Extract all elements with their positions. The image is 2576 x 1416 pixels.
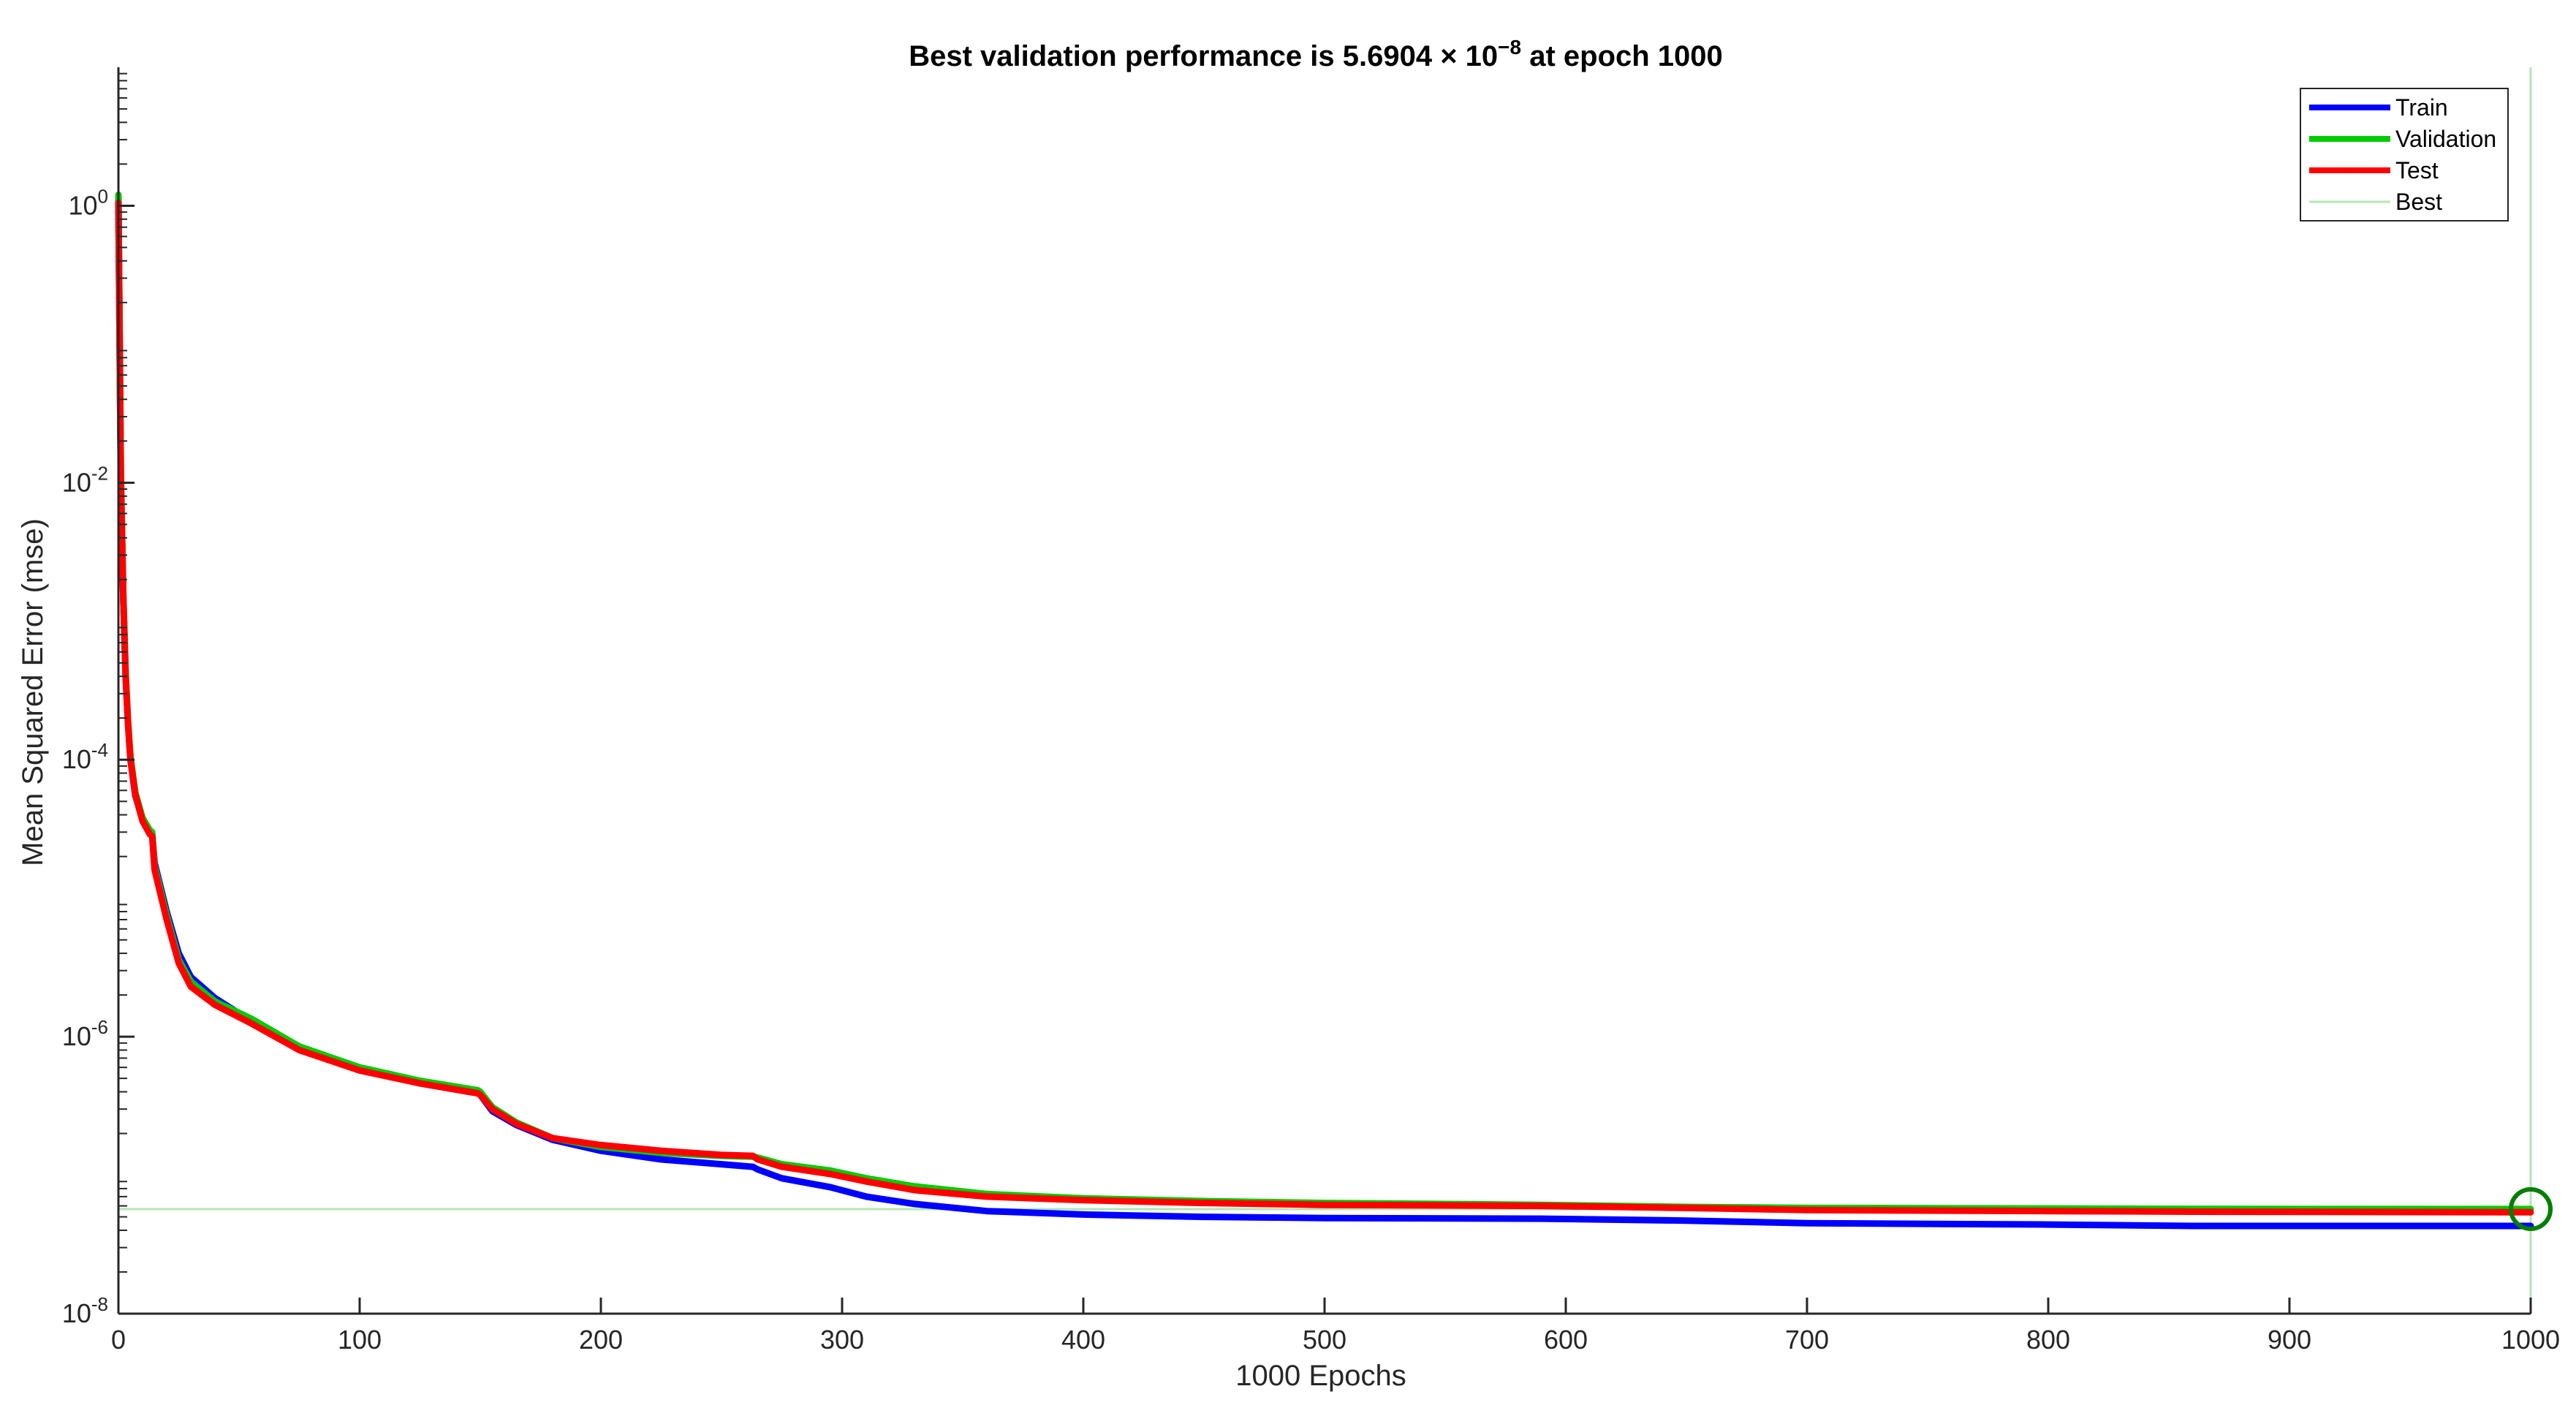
legend-label-validation: Validation bbox=[2395, 126, 2496, 152]
x-tick-label: 1000 bbox=[2501, 1325, 2560, 1355]
x-axis-label: 1000 Epochs bbox=[1235, 1360, 1406, 1392]
ticks: 0 100 200 300 400 500 600 700 800 900 1000 100 10-2 1… bbox=[62, 72, 2560, 1355]
y-tick-label: 10-8 bbox=[62, 1293, 108, 1328]
chart-title-exponent: −8 bbox=[1498, 36, 1521, 58]
legend: Train Validation Test Best bbox=[2300, 88, 2509, 222]
x-tick-label: 200 bbox=[579, 1325, 623, 1355]
x-tick-label: 300 bbox=[820, 1325, 864, 1355]
x-tick-label: 0 bbox=[111, 1325, 126, 1355]
legend-box bbox=[2300, 88, 2509, 222]
plot-lines bbox=[115, 67, 2553, 1314]
x-tick-label: 400 bbox=[1061, 1325, 1105, 1355]
x-tick-label: 500 bbox=[1303, 1325, 1346, 1355]
legend-label-train: Train bbox=[2395, 94, 2448, 121]
legend-label-best: Best bbox=[2395, 189, 2442, 215]
x-tick-label: 900 bbox=[2268, 1325, 2311, 1355]
x-tick-label: 100 bbox=[338, 1325, 382, 1355]
legend-label-test: Test bbox=[2395, 157, 2439, 183]
x-tick-label: 800 bbox=[2026, 1325, 2070, 1355]
best-point-marker bbox=[2509, 1186, 2553, 1231]
y-tick-label: 10-4 bbox=[62, 739, 108, 774]
y-axis-label: Mean Squared Error (mse) bbox=[17, 518, 49, 866]
x-tick-label: 600 bbox=[1544, 1325, 1588, 1355]
chart-title: Best validation performance is 5.6904 × … bbox=[909, 36, 1723, 72]
y-tick-label: 10-6 bbox=[62, 1016, 108, 1051]
y-tick-label: 100 bbox=[68, 185, 108, 220]
x-tick-label: 700 bbox=[1785, 1325, 1829, 1355]
chart-title-suffix: at epoch 1000 bbox=[1521, 40, 1723, 72]
y-tick-label: 10-2 bbox=[62, 462, 108, 497]
chart-title-prefix: Best validation performance is 5.6904 × … bbox=[909, 40, 1498, 72]
series-line-test bbox=[115, 199, 2534, 1216]
